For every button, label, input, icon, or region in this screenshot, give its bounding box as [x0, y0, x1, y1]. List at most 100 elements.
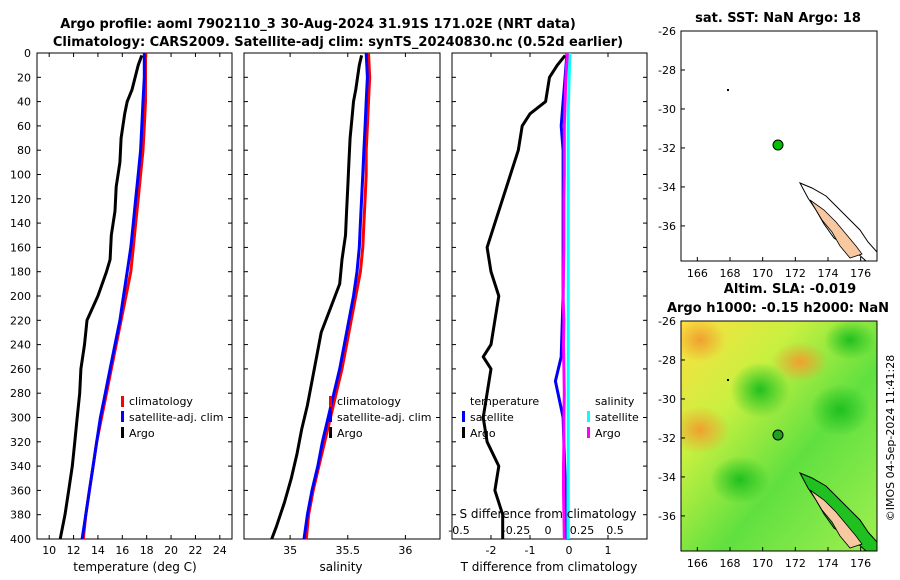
- x-tick-label: 24: [213, 544, 227, 557]
- map-y-tick-label: -36: [658, 510, 676, 523]
- map-x-tick-label: 170: [752, 557, 773, 570]
- legend-swatch-satellite: [121, 411, 124, 422]
- depth-tick-label: 260: [10, 363, 31, 376]
- float-position-marker: [772, 139, 784, 151]
- x-tick-label: 0: [566, 544, 573, 557]
- float-position-marker: [772, 429, 784, 441]
- x-tick-label: 14: [91, 544, 105, 557]
- x-tick-label: 1: [605, 544, 612, 557]
- s-tick: -0.25: [502, 524, 530, 537]
- s-tick: 0: [545, 524, 552, 537]
- legend-label-t-satellite: satellite: [470, 411, 514, 424]
- depth-tick-label: 320: [10, 436, 31, 449]
- map-y-tick-label: -30: [658, 103, 676, 116]
- temperature-panel: 10 12 14 16 18 20 22 24: [36, 52, 233, 557]
- salinity-panel: 35 35.5 36: [243, 52, 441, 557]
- depth-tick-label: 80: [17, 144, 31, 157]
- depth-tick-label: 220: [10, 314, 31, 327]
- series-line-t-argo: [481, 54, 567, 539]
- series-line-satellite-adj-clim: [80, 53, 146, 540]
- map-x-tick-label: 174: [818, 267, 839, 280]
- difference-legend: temperature satellite Argo salinity sate…: [462, 395, 639, 440]
- depth-tick-label: 340: [10, 460, 31, 473]
- legend-label-s-argo: Argo: [595, 427, 621, 440]
- sst-map: sat. SST: NaN Argo: 18 166 168 170 172 174 17…: [658, 11, 878, 280]
- legend-label-satellite: satellite-adj. clim: [337, 411, 431, 424]
- legend-label-climatology: climatology: [337, 395, 401, 408]
- sla-map-frame: [680, 320, 878, 552]
- legend-swatch-climatology: [329, 396, 332, 407]
- map-speck: [727, 89, 729, 91]
- sla-y-axis: -26 -28 -30 -32 -34 -36: [658, 315, 685, 523]
- map-y-tick-label: -36: [658, 220, 676, 233]
- depth-tick-label: 200: [10, 290, 31, 303]
- sst-x-axis: 166 168 170 172 174 176: [687, 257, 871, 280]
- figure-title-line1: Argo profile: aoml 7902110_3 30-Aug-2024…: [60, 17, 576, 32]
- figure-title-line2: Climatology: CARS2009. Satellite-adj cli…: [53, 35, 623, 50]
- depth-tick-label: 40: [17, 96, 31, 109]
- x-tick-label: 36: [398, 544, 412, 557]
- legend-label-t-argo: Argo: [470, 427, 496, 440]
- x-tick-label: 18: [140, 544, 154, 557]
- map-y-tick-label: -26: [658, 315, 676, 328]
- depth-tick-label: 240: [10, 339, 31, 352]
- depth-tick-label: 360: [10, 484, 31, 497]
- map-y-tick-label: -34: [658, 471, 676, 484]
- map-x-tick-label: 176: [850, 267, 871, 280]
- map-x-tick-label: 176: [850, 557, 871, 570]
- legend-label-climatology: climatology: [129, 395, 193, 408]
- legend-title-temperature: temperature: [470, 395, 539, 408]
- depth-tick-label: 280: [10, 387, 31, 400]
- series-line-s-argo: [561, 52, 569, 540]
- map-y-tick-label: -30: [658, 393, 676, 406]
- map-x-tick-label: 174: [818, 557, 839, 570]
- temperature-axis-label: temperature (deg C): [73, 560, 196, 574]
- depth-tick-label: 380: [10, 509, 31, 522]
- map-y-tick-label: -28: [658, 64, 676, 77]
- map-y-tick-label: -28: [658, 354, 676, 367]
- series-line-satellite-adj-clim: [302, 52, 369, 540]
- map-y-tick-label: -26: [658, 25, 676, 38]
- depth-axis: 0 20 40 60 80 100 120 140 160 180 200 220 240 260 280 3…: [10, 47, 31, 546]
- salinity-axis-label: salinity: [319, 560, 362, 574]
- legend-swatch-s-argo: [587, 427, 590, 438]
- series-line-s-satellite: [566, 52, 572, 539]
- difference-panel: -2 -1 0 1: [451, 52, 648, 557]
- x-tick-label: 12: [67, 544, 81, 557]
- plot-frame: [36, 52, 233, 540]
- depth-tick-label: 400: [10, 533, 31, 546]
- s-tick: -0.5: [448, 524, 469, 537]
- depth-tick-label: 0: [24, 47, 31, 60]
- plot-frame: [451, 52, 648, 540]
- plot-frame: [243, 52, 441, 540]
- series-line-argo: [270, 55, 364, 540]
- legend-title-salinity: salinity: [595, 395, 635, 408]
- legend-swatch-t-argo: [462, 427, 465, 438]
- depth-tick-label: 120: [10, 193, 31, 206]
- salinity-legend: climatology satellite-adj. clim Argo: [329, 395, 431, 440]
- s-difference-axis-label: S difference from climatology: [460, 507, 637, 521]
- depth-tick-label: 160: [10, 241, 31, 254]
- map-x-tick-label: 168: [720, 557, 741, 570]
- map-x-tick-label: 170: [752, 267, 773, 280]
- s-difference-ticks: -0.5 -0.25 0 0.25 0.5: [448, 524, 623, 537]
- x-tick-label: 10: [42, 544, 56, 557]
- t-difference-axis-label: T difference from climatology: [460, 560, 638, 574]
- map-x-tick-label: 172: [785, 557, 806, 570]
- coastline: [798, 182, 877, 261]
- legend-swatch-satellite: [329, 411, 332, 422]
- sla-map-title-line2: Argo h1000: -0.15 h2000: NaN: [667, 301, 889, 316]
- legend-swatch-t-satellite: [462, 411, 465, 422]
- temperature-legend: climatology satellite-adj. clim Argo: [121, 395, 223, 440]
- depth-tick-label: 20: [17, 71, 31, 84]
- legend-swatch-climatology: [121, 396, 124, 407]
- x-tick-label: 22: [188, 544, 202, 557]
- legend-label-argo: Argo: [129, 427, 155, 440]
- depth-tick-label: 180: [10, 266, 31, 279]
- sst-map-title: sat. SST: NaN Argo: 18: [695, 11, 861, 26]
- legend-label-satellite: satellite-adj. clim: [129, 411, 223, 424]
- depth-tick-label: 100: [10, 169, 31, 182]
- s-tick: 0.25: [570, 524, 595, 537]
- map-speck: [727, 379, 729, 381]
